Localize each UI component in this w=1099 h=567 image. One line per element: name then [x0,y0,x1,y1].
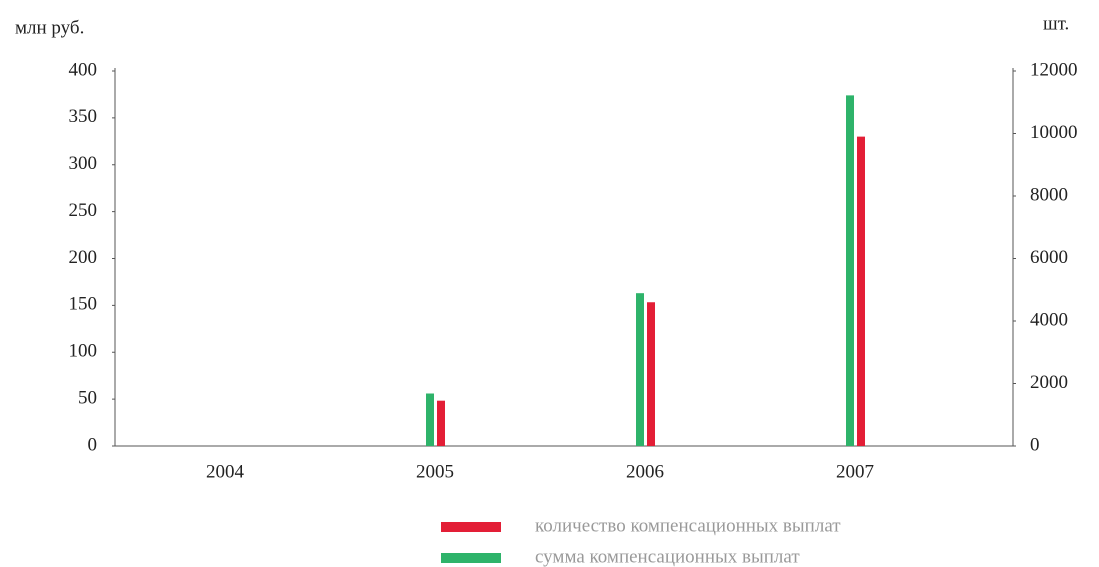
bar [437,400,445,446]
y2-axis-label: шт. [1043,13,1069,34]
y-tick-label: 300 [69,153,98,174]
x-tick-label: 2007 [836,461,874,482]
legend-label: сумма компенсационных выплат [535,546,800,567]
x-tick-label: 2005 [416,461,454,482]
legend-label: количество компенсационных выплат [535,515,841,536]
y2-tick-label: 2000 [1030,372,1068,393]
bar [647,302,655,446]
y-tick-label: 50 [78,387,97,408]
y-tick-label: 0 [88,434,98,455]
bar [846,95,854,446]
y-tick-label: 350 [69,106,98,127]
y2-tick-label: 12000 [1030,59,1078,80]
y2-tick-label: 0 [1030,434,1040,455]
y2-tick-label: 10000 [1030,122,1078,143]
bar [426,393,434,446]
legend-swatch [441,522,501,532]
y-tick-label: 250 [69,200,98,221]
y-axis-label: млн руб. [15,17,84,38]
y2-tick-label: 6000 [1030,247,1068,268]
x-tick-label: 2004 [206,461,245,482]
bar [857,136,865,446]
legend-swatch [441,553,501,563]
y-tick-label: 200 [69,247,98,268]
y-tick-label: 150 [69,294,98,315]
bar [636,293,644,446]
x-tick-label: 2006 [626,461,664,482]
y-tick-label: 400 [69,59,98,80]
y2-tick-label: 8000 [1030,184,1068,205]
y-tick-label: 100 [69,341,98,362]
y2-tick-label: 4000 [1030,309,1068,330]
